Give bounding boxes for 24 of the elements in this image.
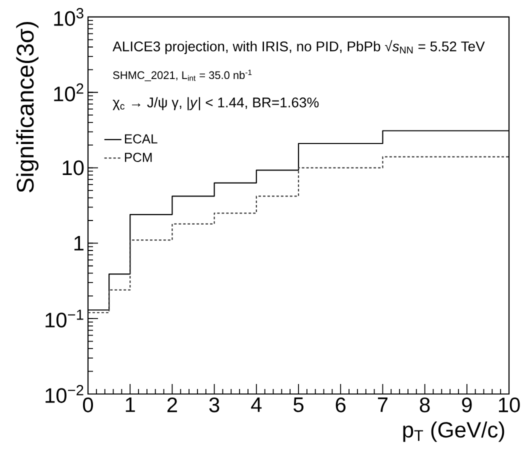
legend-label: PCM bbox=[124, 152, 152, 162]
y-axis-title: Significance(3σ) bbox=[16, 22, 38, 192]
x-tick-label: 4 bbox=[251, 398, 262, 412]
x-tick-label: 9 bbox=[462, 398, 472, 412]
x-tick-label: 10 bbox=[498, 398, 520, 412]
x-tick-label: 7 bbox=[378, 398, 388, 412]
x-tick-label: 0 bbox=[83, 398, 93, 412]
annotation: χ$_{c}$ → J/ψ γ, |y| < 1.44, BR=1.63% bbox=[112, 97, 319, 110]
legend-label: ECAL bbox=[124, 134, 158, 144]
y-tick-label: 10$^{2}$ bbox=[54, 83, 84, 102]
annotation: SHMC_2021, L$_{int}$ = 35.0 nb$^{-1}$ bbox=[113, 70, 252, 82]
x-tick-label: 3 bbox=[209, 398, 220, 412]
y-tick-label: 10$^{3}$ bbox=[54, 8, 84, 26]
x-tick-label: 1 bbox=[126, 398, 135, 412]
y-tick-label: 1 bbox=[74, 236, 84, 250]
y-tick-label: 10$^{−1}$ bbox=[46, 310, 84, 328]
x-axis-title: p$_{T}$ (GeV/c) bbox=[403, 421, 504, 442]
x-tick-label: 2 bbox=[167, 398, 177, 412]
x-tick-label: 8 bbox=[420, 398, 430, 412]
x-tick-label: 6 bbox=[336, 398, 346, 412]
y-tick-label: 10 bbox=[62, 160, 84, 176]
annotation: ALICE3 projection, with IRIS, no PID, PbPb √s$_{NN}$ = 5.52 TeV bbox=[112, 40, 485, 54]
x-tick-label: 5 bbox=[294, 398, 304, 412]
y-tick-label: 10$^{−2}$ bbox=[46, 385, 84, 403]
